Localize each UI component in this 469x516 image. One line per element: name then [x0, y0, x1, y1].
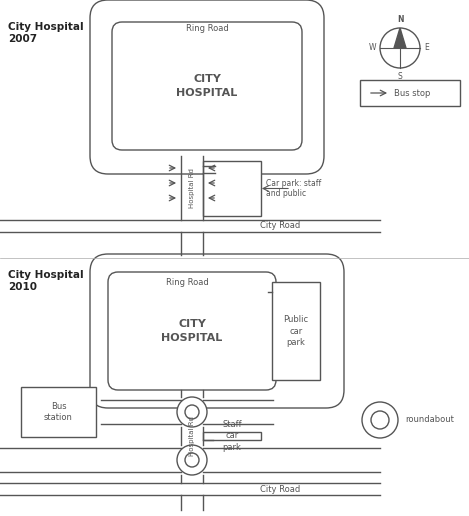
Text: City Hospital
2007: City Hospital 2007 — [8, 22, 83, 44]
Text: City Road: City Road — [260, 221, 300, 231]
Text: roundabout: roundabout — [405, 415, 454, 425]
Text: S: S — [398, 72, 402, 81]
Text: City Road: City Road — [260, 485, 300, 493]
Bar — [203, 432, 261, 440]
Text: Car park: staff
and public: Car park: staff and public — [266, 179, 321, 198]
Text: Ring Road: Ring Road — [186, 24, 228, 33]
FancyBboxPatch shape — [90, 0, 324, 174]
Text: CITY
HOSPITAL: CITY HOSPITAL — [161, 319, 223, 343]
Circle shape — [185, 453, 199, 467]
Bar — [21, 387, 96, 437]
FancyBboxPatch shape — [90, 254, 344, 408]
Text: Hospital Rd: Hospital Rd — [189, 416, 195, 456]
Circle shape — [185, 405, 199, 419]
FancyBboxPatch shape — [108, 272, 276, 390]
Text: W: W — [369, 43, 376, 53]
Bar — [272, 282, 320, 380]
Circle shape — [380, 28, 420, 68]
FancyBboxPatch shape — [112, 22, 302, 150]
Text: E: E — [424, 43, 429, 53]
Text: Bus
station: Bus station — [44, 402, 73, 422]
Text: Public
car
park: Public car park — [283, 315, 309, 347]
Bar — [203, 161, 261, 216]
Text: CITY
HOSPITAL: CITY HOSPITAL — [176, 74, 238, 98]
Text: N: N — [397, 15, 403, 24]
Circle shape — [177, 445, 207, 475]
Text: Bus stop: Bus stop — [394, 89, 431, 98]
Text: Hospital Rd: Hospital Rd — [189, 168, 195, 208]
Circle shape — [177, 397, 207, 427]
Bar — [360, 80, 460, 106]
Text: Staff
car
park: Staff car park — [222, 421, 242, 452]
Circle shape — [362, 402, 398, 438]
Circle shape — [371, 411, 389, 429]
Text: Ring Road: Ring Road — [166, 278, 208, 287]
Text: City Hospital
2010: City Hospital 2010 — [8, 270, 83, 293]
Polygon shape — [394, 28, 406, 48]
